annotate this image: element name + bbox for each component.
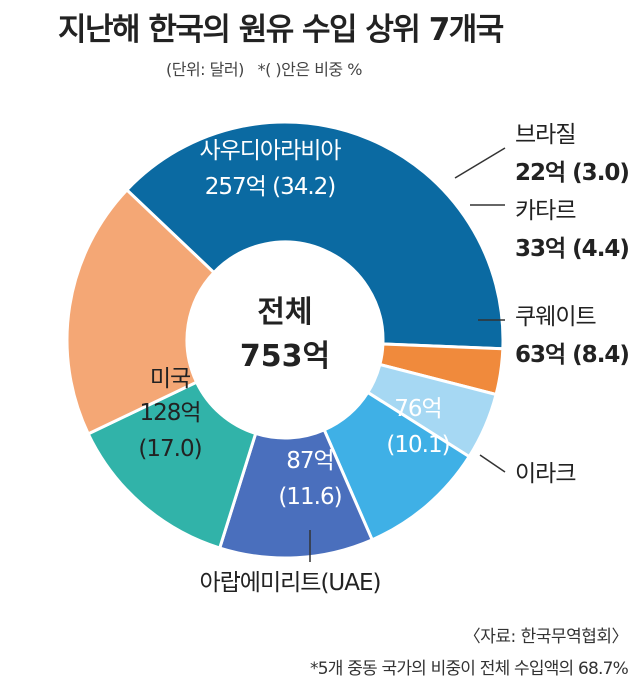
- slice-label-4-name: 쿠웨이트: [515, 304, 596, 330]
- slice-label-3-amt_share: 33억 (4.4): [515, 236, 629, 262]
- leader-line-2: [454, 147, 506, 179]
- slice-name-5: 이라크: [515, 461, 575, 487]
- slice-label-2-name: 브라질: [515, 122, 575, 148]
- slice-label-6-paren: (11.6): [278, 484, 341, 510]
- slice-label-1-amt_share: 257억 (34.2): [205, 174, 336, 200]
- chart-title: 지난해 한국의 원유 수입 상위 7개국: [58, 12, 504, 48]
- slice-label-4-amt_share: 63억 (8.4): [515, 342, 629, 368]
- slice-label-7-amount: 128억: [139, 400, 200, 426]
- slice-label-2-amt_share: 22억 (3.0): [515, 160, 629, 186]
- donut-hole: [187, 242, 383, 438]
- slice-name-6: 아랍에미리트(UAE): [199, 570, 380, 596]
- slice-label-5-paren: (10.1): [386, 432, 449, 458]
- center-total: 753억: [240, 339, 330, 374]
- slice-label-6-amount: 87억: [286, 448, 333, 474]
- slice-label-7-name: 미국: [150, 366, 190, 392]
- unit-note: (단위: 달러) *( )안은 비중 %: [166, 60, 362, 79]
- slice-label-1-name: 사우디아라비아: [199, 138, 341, 164]
- footnote: *5개 중동 국가의 비중이 전체 수입액의 68.7%: [310, 659, 629, 679]
- slice-1: [124, 120, 505, 351]
- center-label: 전체: [257, 295, 312, 330]
- leader-line-5: [479, 454, 506, 473]
- slice-label-5-amount: 76억: [394, 396, 441, 422]
- slice-label-3-name: 카타르: [515, 198, 575, 224]
- source-note: 〈자료: 한국무역협회〉: [463, 627, 629, 647]
- slice-label-7-paren: (17.0): [138, 436, 201, 462]
